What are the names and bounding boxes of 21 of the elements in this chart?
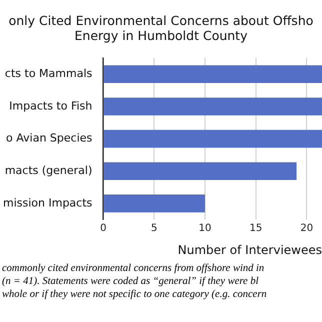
y-tick-label: o Avian Species [6,132,93,145]
bar [104,162,297,180]
x-axis-title: Number of Interviewees [178,242,322,257]
y-tick-label: macts (general) [4,164,92,177]
text: (n = 41). Statements were coded as “general” if they were bl [2,275,260,288]
bar [104,98,322,116]
x-tick-label: 15 [250,223,262,234]
x-tick-label: 20 [300,223,314,234]
text: Energy in Humboldt County [74,28,248,43]
y-tick-label: mission Impacts [2,196,93,210]
x-tick-label: 5 [150,223,158,234]
text: whole or if they were not specific to one category (e.g. concern [2,288,268,301]
bar [104,130,322,148]
y-tick-label: cts to Mammals [4,67,93,80]
y-tick-label: Impacts to Fish [9,99,92,112]
x-tick-label: 10 [198,223,212,234]
bar [104,194,205,212]
bar [104,65,322,84]
x-tick-label: 0 [100,223,106,234]
text: commonly cited environmental concerns from offshore wind in [2,262,266,275]
text: only Cited Environmental Concerns about Offsho [8,12,314,28]
